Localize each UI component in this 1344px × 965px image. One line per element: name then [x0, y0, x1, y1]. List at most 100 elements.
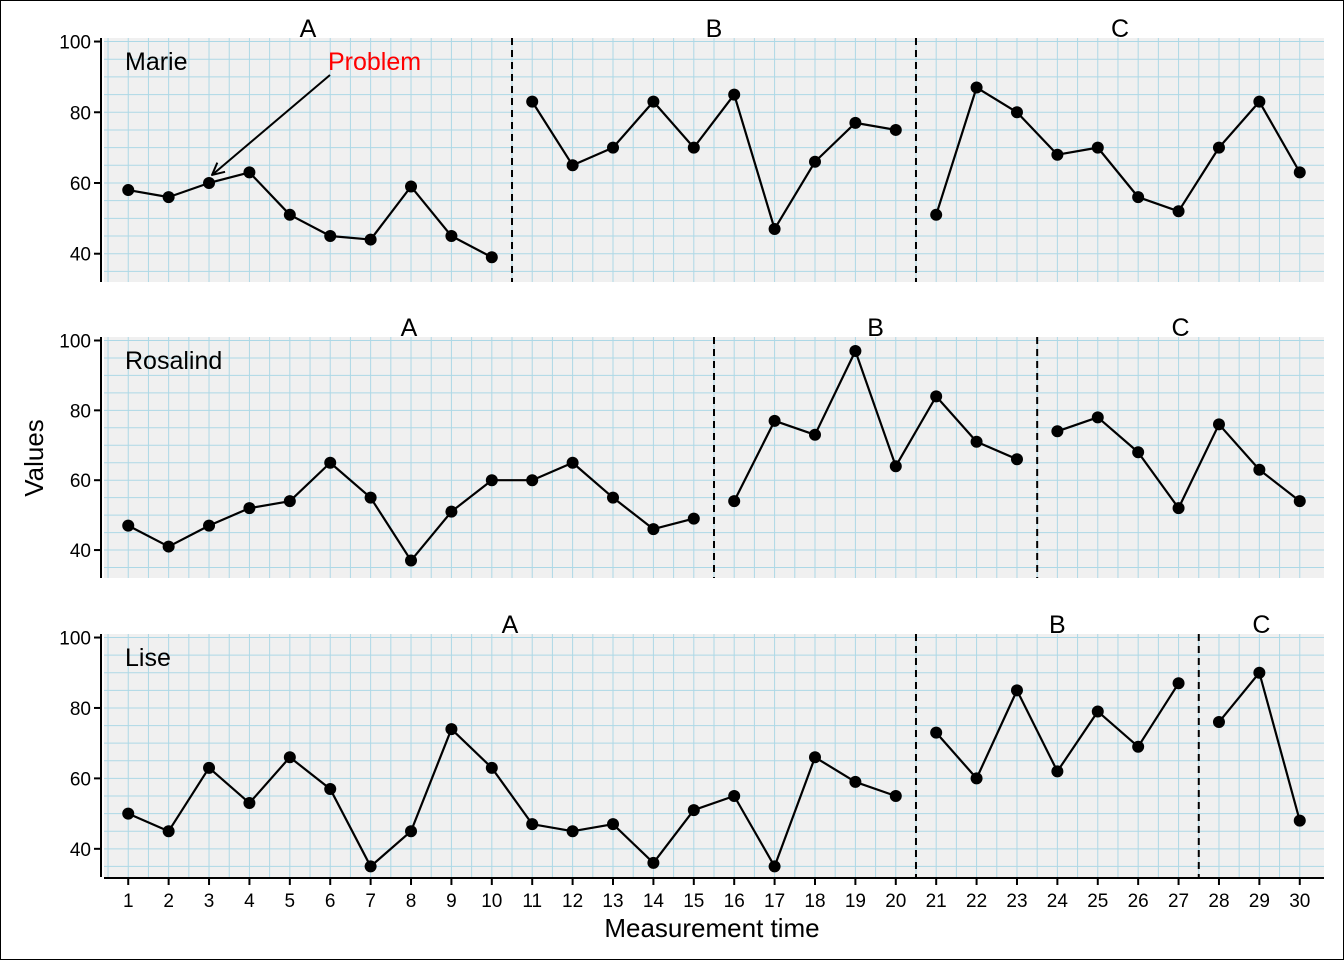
data-point: [687, 804, 700, 817]
data-point: [122, 519, 135, 532]
y-tick-label: 40: [70, 840, 91, 861]
x-tick-label: 3: [204, 891, 215, 912]
data-point: [324, 230, 337, 243]
data-point: [687, 141, 700, 154]
participant-label: Rosalind: [125, 347, 222, 375]
series-line-b: [531, 93, 896, 231]
x-tick-label: 17: [764, 891, 785, 912]
x-tick-label: 22: [966, 891, 987, 912]
x-tick-label: 13: [602, 891, 623, 912]
x-tick-label: 16: [724, 891, 745, 912]
panel-marie: 40 60 80 100 A B C Marie Problem: [59, 15, 1324, 282]
data-point: [1091, 141, 1104, 154]
data-point: [364, 860, 377, 873]
x-tick-label: 11: [522, 891, 542, 912]
phase-label-a: A: [300, 15, 317, 43]
data-point: [970, 772, 983, 785]
y-tick-label: 100: [59, 331, 91, 352]
data-point: [526, 474, 539, 487]
y-tick-label: 40: [70, 541, 91, 562]
x-tick-label: 24: [1047, 891, 1069, 912]
data-point: [1172, 677, 1185, 690]
series-line-c: [935, 86, 1301, 216]
data-point: [203, 761, 216, 774]
data-point: [647, 95, 660, 108]
panel-lise: 40 60 80 100 A B C Lise: [59, 611, 1324, 877]
data-point: [808, 428, 821, 441]
phase-label-c: C: [1252, 611, 1270, 639]
data-point: [930, 726, 943, 739]
data-point: [889, 123, 902, 136]
data-point: [283, 495, 296, 508]
data-point: [1172, 502, 1185, 515]
x-tick-label: 20: [885, 891, 906, 912]
data-point: [122, 184, 135, 197]
data-point: [768, 222, 781, 235]
x-tick-label: 29: [1249, 891, 1270, 912]
phase-label-b: B: [1049, 611, 1066, 639]
data-point: [1293, 495, 1306, 508]
data-point: [283, 751, 296, 764]
x-tick-label: 7: [365, 891, 376, 912]
phase-label-a: A: [401, 314, 418, 342]
x-tick-label: 18: [804, 891, 825, 912]
y-tick-label: 60: [70, 471, 91, 492]
data-point: [1051, 425, 1064, 438]
data-point: [162, 540, 175, 553]
panels-layer: 40 60 80 100 A B C Marie Problem 40 60 80 100 A B C Rosa…: [59, 15, 1324, 877]
data-point: [808, 155, 821, 168]
data-point: [1010, 684, 1023, 697]
data-point: [687, 512, 700, 525]
x-axis: 1 2 3 4 5 6 7 8 9 10 11 12 13 14 15 16 17 18 19 20 21 22 23 24 2…: [104, 877, 1324, 912]
series-line-b: [733, 349, 1018, 502]
x-tick-label: 14: [643, 891, 665, 912]
data-point: [122, 807, 135, 820]
x-tick-label: 28: [1208, 891, 1229, 912]
data-point: [243, 166, 256, 179]
data-point: [647, 856, 660, 869]
data-point: [889, 460, 902, 473]
series-line-a: [127, 727, 897, 868]
annotation-arrow: [212, 74, 331, 175]
data-point: [728, 495, 741, 508]
data-point: [970, 81, 983, 94]
x-tick-label: 1: [123, 891, 134, 912]
x-tick-label: 4: [244, 891, 255, 912]
data-point: [1051, 148, 1064, 161]
x-tick-label: 15: [683, 891, 704, 912]
data-point: [849, 116, 862, 129]
x-tick-label: 21: [926, 891, 947, 912]
data-point: [566, 456, 579, 469]
y-tick-label: 60: [70, 174, 91, 195]
x-tick-label: 26: [1128, 891, 1149, 912]
data-point: [405, 554, 418, 567]
y-tick-label: 40: [70, 245, 91, 266]
y-tick-label: 80: [70, 103, 91, 124]
data-point: [930, 390, 943, 403]
data-point: [849, 344, 862, 357]
data-point: [1091, 411, 1104, 424]
data-point: [1293, 166, 1306, 179]
data-point: [728, 88, 741, 101]
x-tick-label: 27: [1168, 891, 1189, 912]
y-tick-label: 80: [70, 699, 91, 720]
x-tick-label: 23: [1006, 891, 1027, 912]
data-point: [243, 502, 256, 515]
x-tick-label: 19: [845, 891, 866, 912]
data-point: [647, 523, 660, 536]
data-point: [243, 797, 256, 810]
x-tick-label: 25: [1087, 891, 1108, 912]
x-tick-label: 30: [1289, 891, 1310, 912]
data-point: [203, 176, 216, 189]
data-point: [526, 818, 539, 831]
data-point: [1253, 666, 1266, 679]
data-point: [728, 790, 741, 802]
participant-label: Marie: [125, 48, 188, 76]
data-point: [162, 825, 175, 838]
participant-label: Lise: [125, 644, 171, 672]
y-tick-label: 80: [70, 401, 91, 422]
data-point: [364, 491, 377, 504]
x-tick-label: 6: [325, 891, 336, 912]
data-point: [808, 751, 821, 764]
